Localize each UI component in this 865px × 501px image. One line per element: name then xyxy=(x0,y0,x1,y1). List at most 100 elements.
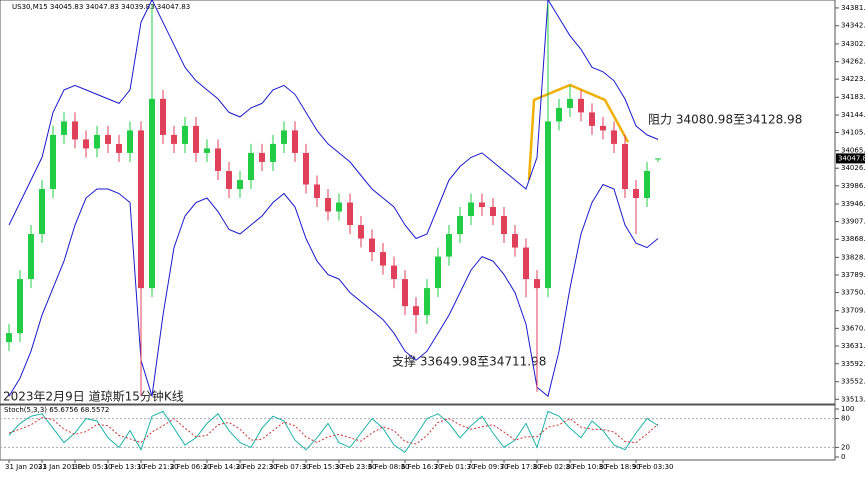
candle-body xyxy=(28,234,34,280)
x-tick-label: 6 Feb 16:30 xyxy=(401,463,442,471)
candle-body xyxy=(325,197,331,212)
candle-body xyxy=(105,134,111,144)
candle-body xyxy=(501,216,507,235)
candle-body xyxy=(534,279,540,289)
stoch-header: Stoch(5,3,3) 65.6756 68.5572 xyxy=(4,406,109,414)
y-tick-label: 33750.05 xyxy=(841,289,865,297)
y-tick-label: 34183.60 xyxy=(841,93,865,101)
candle-body xyxy=(182,125,188,144)
candle-body xyxy=(237,179,243,189)
candle-body xyxy=(611,130,617,144)
candle-body xyxy=(402,279,408,307)
y-tick-label: 33709.80 xyxy=(841,307,865,315)
price-header: US30,M15 34045.83 34047.83 34039.83 3404… xyxy=(12,3,190,11)
candle-body xyxy=(457,216,463,235)
x-tick-label: 8 Feb 02:30 xyxy=(533,463,574,471)
x-tick-label: 31 Jan 2023 xyxy=(5,463,47,471)
candle-body xyxy=(138,130,144,289)
candle-body xyxy=(358,225,364,239)
x-tick-label: 2 Feb 22:30 xyxy=(236,463,277,471)
candle-body xyxy=(644,170,650,198)
y-tick-label: 34342.30 xyxy=(841,22,865,30)
x-tick-label: 1 Feb 21:30 xyxy=(137,463,178,471)
support-annotation: 支撑 33649.98至34711.98 xyxy=(392,354,546,369)
y-tick-label: 33986.95 xyxy=(841,182,865,190)
y-tick-label: 34302.05 xyxy=(841,40,865,48)
band-line xyxy=(8,0,659,240)
candle-body xyxy=(545,121,551,289)
stoch-line xyxy=(8,417,659,445)
band-line xyxy=(8,183,659,398)
chart-caption: 2023年2月9日 道琼斯15分钟K线 xyxy=(3,389,184,404)
candle-body xyxy=(215,148,221,171)
candle-body xyxy=(248,152,254,180)
y-tick-label: 33592.10 xyxy=(841,360,865,368)
y-tick-label: 33868.50 xyxy=(841,235,865,243)
candle-body xyxy=(303,152,309,185)
y-tick-label: 33946.70 xyxy=(841,200,865,208)
candle-body xyxy=(479,202,485,208)
y-tick-label: 33513.15 xyxy=(841,395,865,403)
y-tick-label: 33789.15 xyxy=(841,271,865,279)
candle-body xyxy=(270,143,276,162)
candle-body xyxy=(61,121,67,135)
candle-body xyxy=(468,202,474,217)
x-tick-label: 8 Feb 10:30 xyxy=(566,463,607,471)
y-tick-label: 34144.08 xyxy=(841,111,865,119)
candle-body xyxy=(578,98,584,113)
candle-body xyxy=(94,134,100,149)
current-price-label: 34047.83 xyxy=(838,154,865,162)
candle-body xyxy=(633,188,639,198)
candle-body xyxy=(17,279,23,334)
candle-body xyxy=(523,247,529,280)
stoch-line xyxy=(8,410,659,453)
candle-body xyxy=(347,202,353,226)
candle-body xyxy=(193,125,199,153)
candle-body xyxy=(116,143,122,153)
y-tick-label: 0 xyxy=(841,453,845,461)
candle-body xyxy=(226,170,232,189)
x-tick-label: 6 Feb 08:30 xyxy=(368,463,409,471)
candle-body xyxy=(171,134,177,144)
x-tick-label: 8 Feb 18:30 xyxy=(599,463,640,471)
x-tick-label: 7 Feb 09:30 xyxy=(467,463,508,471)
candle-body xyxy=(655,158,661,160)
candle-body xyxy=(292,130,298,153)
candle-body xyxy=(83,139,89,149)
resistance-annotation: 阻力 34080.98至34128.98 xyxy=(648,113,802,127)
candle-body xyxy=(446,234,452,257)
x-tick-label: 3 Feb 07:30 xyxy=(269,463,310,471)
candle-body xyxy=(380,252,386,266)
y-tick-label: 34065.10 xyxy=(841,147,865,155)
y-tick-label: 80 xyxy=(841,415,850,423)
candle-body xyxy=(556,107,562,122)
candle-body xyxy=(413,306,419,316)
x-tick-label: 9 Feb 03:30 xyxy=(632,463,673,471)
y-tick-label: 34105.40 xyxy=(841,128,865,136)
candle-body xyxy=(589,112,595,126)
x-tick-label: 1 Feb 05:30 xyxy=(71,463,112,471)
x-tick-label: 7 Feb 17:30 xyxy=(500,463,541,471)
x-tick-label: 3 Feb 23:30 xyxy=(335,463,376,471)
x-tick-label: 3 Feb 15:30 xyxy=(302,463,343,471)
candle-body xyxy=(6,333,12,343)
candle-body xyxy=(512,234,518,248)
candle-body xyxy=(336,202,342,212)
candle-body xyxy=(424,288,430,316)
candle-body xyxy=(314,184,320,198)
candle-body xyxy=(72,121,78,140)
candle-body xyxy=(600,125,606,131)
candle-body xyxy=(567,98,573,108)
x-tick-label: 2 Feb 14:30 xyxy=(203,463,244,471)
y-tick-label: 34381.83 xyxy=(841,4,865,12)
y-tick-label: 34223.85 xyxy=(841,75,865,83)
y-tick-label: 100 xyxy=(841,405,854,413)
x-tick-label: 1 Feb 13:30 xyxy=(104,463,145,471)
y-tick-label: 33828.25 xyxy=(841,253,865,261)
candle-body xyxy=(391,265,397,280)
y-tick-label: 33907.60 xyxy=(841,218,865,226)
y-tick-label: 33631.60 xyxy=(841,342,865,350)
y-tick-label: 33552.25 xyxy=(841,378,865,386)
x-tick-label: 7 Feb 01:30 xyxy=(434,463,475,471)
